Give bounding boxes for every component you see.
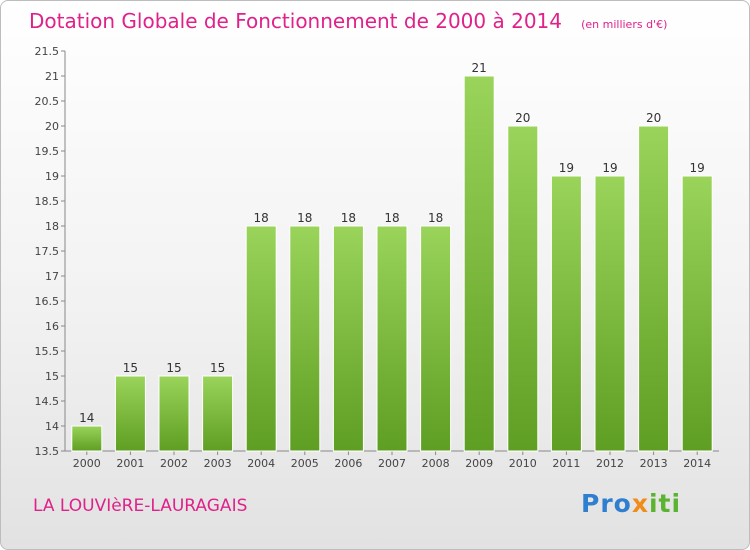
y-tick-label: 16.5 xyxy=(35,295,60,308)
logo-part-2: x xyxy=(631,489,649,518)
y-tick-label: 14 xyxy=(45,420,59,433)
x-tick-label: 2005 xyxy=(291,457,319,470)
bar-value-label: 19 xyxy=(602,161,617,175)
bars xyxy=(71,75,713,452)
y-tick-label: 19 xyxy=(45,170,59,183)
bar-2003 xyxy=(202,375,234,452)
bar-value-label: 19 xyxy=(690,161,705,175)
y-tick-label: 15.5 xyxy=(35,345,60,358)
bar-value-label: 15 xyxy=(123,361,138,375)
bar-2002 xyxy=(158,375,190,452)
bar-2004 xyxy=(245,225,277,452)
x-tick-label: 2008 xyxy=(422,457,450,470)
x-tick-label: 2001 xyxy=(116,457,144,470)
bar-value-label: 20 xyxy=(515,111,530,125)
bar-value-label: 15 xyxy=(210,361,225,375)
bar-2013 xyxy=(638,125,670,452)
bar-2000 xyxy=(71,425,103,452)
bar-2011 xyxy=(550,175,582,452)
y-tick-label: 17 xyxy=(45,270,59,283)
x-tick-label: 2000 xyxy=(73,457,101,470)
x-tick-label: 2009 xyxy=(465,457,493,470)
chart-title: Dotation Globale de Fonctionnement de 20… xyxy=(29,9,562,33)
x-tick-label: 2010 xyxy=(509,457,537,470)
chart-subtitle: (en milliers d'€) xyxy=(581,18,668,31)
y-tick-label: 21.5 xyxy=(35,45,60,58)
axes: 13.5 14 14.5 15 15.5 16 16.5 17 17.5 18 18.5 19 19.5… xyxy=(35,45,719,458)
bar-2001 xyxy=(114,375,146,452)
bar-2009 xyxy=(463,75,495,452)
bar-2012 xyxy=(594,175,626,452)
bar-2007 xyxy=(376,225,408,452)
bar-value-label: 18 xyxy=(254,211,269,225)
x-tick-label: 2004 xyxy=(247,457,275,470)
bar-value-label: 18 xyxy=(428,211,443,225)
y-tick-label: 20 xyxy=(45,120,59,133)
y-tick-label: 19.5 xyxy=(35,145,60,158)
labels: 14 2000 15 2001 15 2002 15 2003 18 2004 18 2005 18 20… xyxy=(73,61,711,470)
y-tick-label: 16 xyxy=(45,320,59,333)
x-tick-label: 2011 xyxy=(552,457,580,470)
logo-part-3: iti xyxy=(648,489,682,518)
x-tick-label: 2003 xyxy=(204,457,232,470)
y-tick-label: 18 xyxy=(45,220,59,233)
y-tick-label: 15 xyxy=(45,370,59,383)
bar-value-label: 19 xyxy=(559,161,574,175)
x-tick-label: 2007 xyxy=(378,457,406,470)
bar-2006 xyxy=(332,225,364,452)
bar-2014 xyxy=(681,175,713,452)
x-tick-label: 2014 xyxy=(683,457,711,470)
y-tick-label: 20.5 xyxy=(35,95,60,108)
bar-value-label: 21 xyxy=(472,61,487,75)
y-tick-label: 14.5 xyxy=(35,395,60,408)
y-tick-label: 21 xyxy=(45,70,59,83)
x-tick-label: 2006 xyxy=(334,457,362,470)
bar-value-label: 18 xyxy=(384,211,399,225)
logo-part-1: Pro xyxy=(581,489,632,518)
bar-value-label: 15 xyxy=(166,361,181,375)
bar-value-label: 14 xyxy=(79,411,94,425)
bar-value-label: 18 xyxy=(341,211,356,225)
bar-2010 xyxy=(507,125,539,452)
bar-value-label: 18 xyxy=(297,211,312,225)
x-tick-label: 2013 xyxy=(640,457,668,470)
x-tick-label: 2012 xyxy=(596,457,624,470)
y-tick-label: 18.5 xyxy=(35,195,60,208)
bar-2005 xyxy=(289,225,321,452)
y-tick-label: 13.5 xyxy=(35,445,60,458)
bar-2008 xyxy=(420,225,452,452)
chart-title-block: Dotation Globale de Fonctionnement de 20… xyxy=(29,9,667,33)
proxiti-logo[interactable]: Proxiti xyxy=(581,489,681,518)
town-name: LA LOUVIèRE-LAURAGAIS xyxy=(33,496,248,516)
bar-value-label: 20 xyxy=(646,111,661,125)
y-tick-label: 17.5 xyxy=(35,245,60,258)
x-tick-label: 2002 xyxy=(160,457,188,470)
